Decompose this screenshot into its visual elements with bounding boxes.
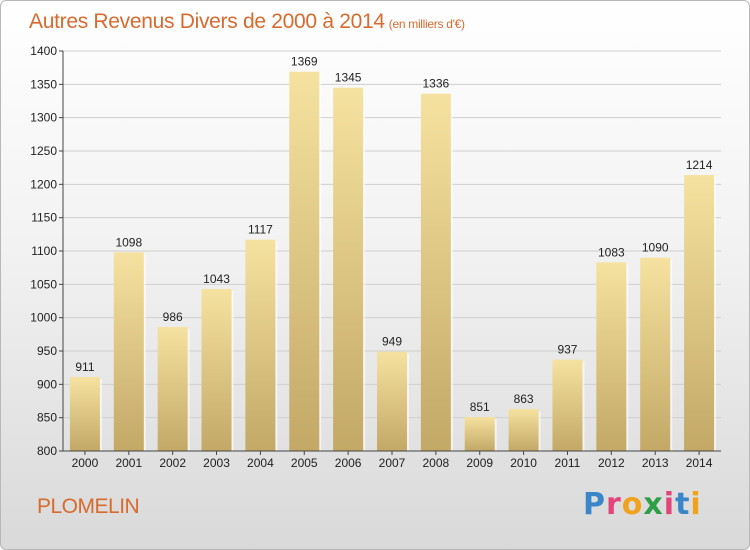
logo-letter: i [663,487,676,522]
y-tick-label: 900 [37,377,57,391]
y-tick-label: 1350 [30,77,57,91]
data-label: 1083 [598,245,625,259]
x-tick-label: 2008 [423,456,450,470]
data-label: 1336 [423,77,450,91]
data-label: 949 [382,335,402,349]
x-tick-label: 2003 [203,456,230,470]
bar [333,87,364,452]
x-tick-label: 2010 [510,456,537,470]
labels: 800 850 900 950 1000 1050 1100 1150 1200 1250 1300… [30,44,712,470]
bar [289,71,320,452]
y-tick-label: 1200 [30,177,57,191]
x-tick-label: 2005 [291,456,318,470]
data-label: 986 [163,310,183,324]
data-label: 1369 [291,55,318,69]
x-tick-label: 2011 [555,456,581,470]
data-label: 911 [75,360,94,374]
data-label: 863 [514,392,534,406]
x-tick-label: 2001 [115,456,142,470]
x-tick-label: 2000 [72,456,99,470]
bar [684,175,715,451]
data-label: 1090 [642,241,669,255]
proxiti-logo[interactable]: Proxiti [583,487,702,522]
bar [508,409,539,451]
x-tick-label: 2012 [598,456,625,470]
data-label: 937 [557,343,577,357]
x-tick-label: 2009 [466,456,493,470]
y-tick-label: 800 [37,444,57,458]
logo-letter: i [690,487,702,522]
logo-letter: P [583,487,606,522]
bar [420,93,451,452]
bar [640,257,671,451]
x-tick-label: 2002 [159,456,186,470]
y-tick-label: 950 [37,344,57,358]
bar [596,262,627,451]
bar [245,239,276,451]
data-label: 1043 [203,272,230,286]
logo-letter: x [643,487,664,522]
data-label: 1214 [686,158,713,172]
y-tick-label: 1050 [30,277,57,291]
chart-title-unit: (en milliers d'€) [388,17,465,31]
logo-letter: o [621,487,644,522]
y-tick-label: 1100 [31,244,57,258]
bar [464,417,495,451]
x-tick-label: 2004 [247,456,274,470]
data-label: 1117 [248,223,273,237]
y-tick-label: 850 [37,411,57,425]
y-tick-label: 1300 [30,111,57,125]
bar [201,289,232,451]
x-tick-label: 2013 [642,456,669,470]
y-tick-label: 1150 [31,211,57,225]
bar [69,377,100,451]
bar [377,351,407,451]
data-label: 1098 [115,235,142,249]
bar [157,327,188,451]
data-label: 851 [470,400,490,414]
y-tick-label: 1250 [30,144,57,158]
bars [69,71,717,452]
y-tick-label: 1000 [30,311,57,325]
bar [113,252,144,451]
x-tick-label: 2007 [379,456,406,470]
commune-name: PLOMELIN [37,495,140,518]
axes [59,50,721,455]
y-tick-label: 1400 [30,44,57,58]
logo-letter: r [606,487,622,522]
chart-title: Autres Revenus Divers de 2000 à 2014 (en … [29,10,465,34]
x-tick-label: 2006 [335,456,362,470]
data-label: 1345 [335,71,362,85]
logo-letter: t [675,487,691,522]
bar [552,359,583,451]
x-tick-label: 2014 [686,456,713,470]
chart-title-main: Autres Revenus Divers de 2000 à 2014 [29,10,385,33]
